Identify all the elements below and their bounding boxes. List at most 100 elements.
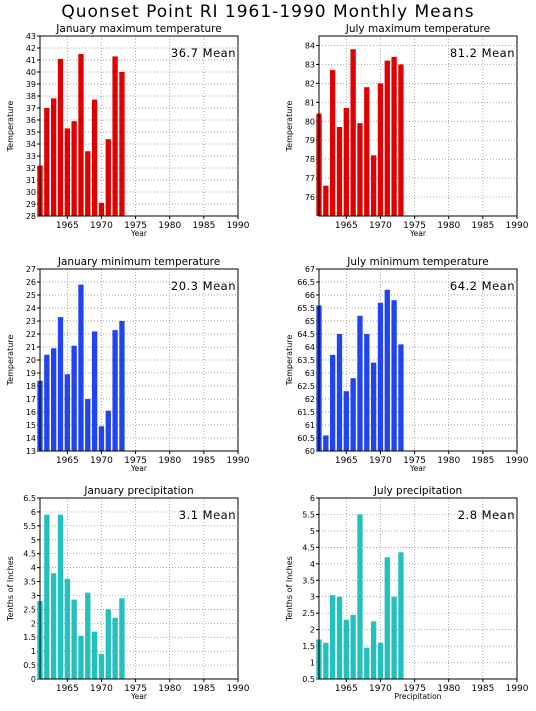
x-tick-label: 1990 xyxy=(227,684,250,694)
bar-1963 xyxy=(50,98,57,216)
y-tick-label: 40 xyxy=(26,68,36,77)
x-tick-label: 1980 xyxy=(437,684,460,694)
bar-1964 xyxy=(57,317,64,451)
y-tick-label: 81 xyxy=(305,98,315,107)
y-axis-label: Tenths of Inches xyxy=(6,556,15,622)
y-tick-label: 66.5 xyxy=(297,278,315,287)
bar-1972 xyxy=(391,300,397,451)
bar-1970 xyxy=(98,653,105,679)
y-tick-label: 60 xyxy=(305,447,315,456)
bar-1968 xyxy=(85,399,91,451)
x-tick-label: 1990 xyxy=(506,684,529,694)
chart-1: 28 29 30 31 32 33 34 35 36 37 38 39 40 41 42 43 1965 1970… xyxy=(6,23,250,238)
bar-1968 xyxy=(85,592,91,679)
plot-frame xyxy=(318,35,518,217)
x-tick-label: 1975 xyxy=(124,221,147,231)
y-tick-label: 60.5 xyxy=(297,434,315,443)
y-axis-label: Temperature xyxy=(6,101,15,153)
bar-1972 xyxy=(112,617,118,679)
mean-label: 20.3 Mean xyxy=(171,279,236,293)
bar-1972 xyxy=(112,56,118,217)
x-tick-label: 1970 xyxy=(369,684,392,694)
chart-6: 0.5 1 1.5 2 2.5 3 3.5 4 4.5 5 5.5 6 1965 1970 1975 1980… xyxy=(285,485,529,701)
chart-title: July precipitation xyxy=(373,485,462,497)
y-tick-label: 15 xyxy=(26,421,36,430)
bar-1967 xyxy=(78,54,84,216)
y-tick-label: 27 xyxy=(26,265,36,274)
x-tick-label: 1970 xyxy=(90,684,113,694)
mean-label: 81.2 Mean xyxy=(450,46,515,60)
x-axis-label: Precipitation xyxy=(395,692,442,701)
y-tick-label: 0.5 xyxy=(302,675,315,684)
x-tick-label: 1970 xyxy=(90,456,113,466)
y-tick-label: 77 xyxy=(305,174,315,183)
x-tick-label: 1980 xyxy=(437,456,460,466)
bar-1969 xyxy=(91,99,98,216)
mean-label: 64.2 Mean xyxy=(450,279,515,293)
y-tick-label: 22 xyxy=(26,330,36,339)
bar-1966 xyxy=(350,614,356,679)
x-tick-label: 1985 xyxy=(192,221,215,231)
chart-title: July minimum temperature xyxy=(346,256,488,268)
x-tick-label: 1965 xyxy=(335,456,358,466)
chart-title: January precipitation xyxy=(83,485,193,497)
bar-1962 xyxy=(323,435,329,451)
bar-1962 xyxy=(44,514,50,679)
x-tick-label: 1990 xyxy=(227,221,250,231)
y-tick-label: 62.5 xyxy=(297,382,315,391)
y-tick-label: 64 xyxy=(305,343,315,352)
page-title: Quonset Point RI 1961-1990 Monthly Means xyxy=(61,2,475,22)
bar-1963 xyxy=(329,354,336,451)
bar-1965 xyxy=(343,108,349,216)
bar-1972 xyxy=(112,330,118,451)
y-tick-label: 14 xyxy=(26,434,36,443)
y-tick-label: 41 xyxy=(26,56,36,65)
x-tick-label: 1980 xyxy=(158,684,181,694)
y-tick-label: 39 xyxy=(26,80,36,89)
y-tick-label: 4 xyxy=(31,564,36,573)
bar-1973 xyxy=(398,64,404,216)
bar-1968 xyxy=(364,647,370,679)
bar-1965 xyxy=(64,374,70,451)
bar-1973 xyxy=(398,552,404,679)
y-tick-label: 28 xyxy=(26,212,36,221)
x-tick-label: 1975 xyxy=(124,684,147,694)
y-tick-label: 76 xyxy=(305,193,315,202)
bar-1965 xyxy=(64,578,70,679)
x-tick-label: 1965 xyxy=(56,456,79,466)
y-tick-label: 34 xyxy=(26,140,36,149)
bar-1969 xyxy=(91,331,98,451)
y-tick-label: 38 xyxy=(26,92,36,101)
y-tick-label: 5 xyxy=(31,536,36,545)
y-tick-label: 61.5 xyxy=(297,408,315,417)
y-tick-label: 5 xyxy=(310,527,315,536)
bar-1971 xyxy=(384,557,390,679)
y-tick-label: 65 xyxy=(305,317,315,326)
chart-5: 0 0.5 1 1.5 2 2.5 3 3.5 4 4.5 5 5.5 6 6.5 1965 1970 1975… xyxy=(6,485,250,701)
y-tick-label: 82 xyxy=(305,79,315,88)
bar-1967 xyxy=(78,284,84,451)
bar-1968 xyxy=(364,334,370,451)
y-tick-label: 42 xyxy=(26,44,36,53)
y-tick-label: 0 xyxy=(31,675,36,684)
y-tick-label: 2.5 xyxy=(302,609,315,618)
bar-1969 xyxy=(370,621,377,679)
y-tick-label: 6 xyxy=(31,508,36,517)
bar-1962 xyxy=(44,354,50,451)
x-tick-label: 1980 xyxy=(437,221,460,231)
chart-title: July maximum temperature xyxy=(345,23,490,35)
bar-1970 xyxy=(377,83,384,216)
x-tick-label: 1975 xyxy=(124,456,147,466)
y-tick-label: 80 xyxy=(305,117,315,126)
x-tick-label: 1985 xyxy=(192,684,215,694)
y-axis-label: Tenths of Inches xyxy=(285,556,294,622)
y-tick-label: 33 xyxy=(26,152,36,161)
bar-1967 xyxy=(357,123,363,216)
bar-1965 xyxy=(343,619,349,679)
mean-label: 2.8 Mean xyxy=(458,508,515,522)
bar-1964 xyxy=(336,126,343,216)
bar-1969 xyxy=(370,155,377,216)
x-tick-label: 1990 xyxy=(227,456,250,466)
y-tick-label: 37 xyxy=(26,104,36,113)
bar-1969 xyxy=(370,362,377,451)
